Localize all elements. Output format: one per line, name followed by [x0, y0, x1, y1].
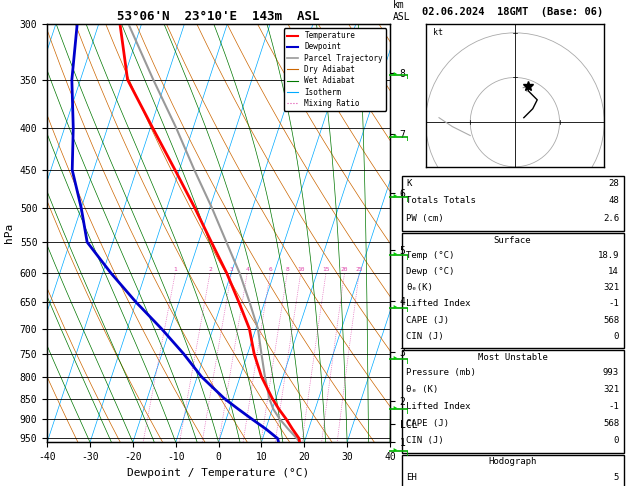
Text: 1: 1	[174, 267, 177, 272]
Text: ‣: ‣	[392, 303, 399, 312]
Text: PW (cm): PW (cm)	[406, 214, 444, 223]
Text: θₑ(K): θₑ(K)	[406, 283, 433, 292]
Text: ‣: ‣	[392, 447, 399, 456]
Text: Dewp (°C): Dewp (°C)	[406, 267, 455, 276]
Text: 25: 25	[355, 267, 363, 272]
Text: 10: 10	[297, 267, 304, 272]
Bar	[402, 350, 623, 452]
Text: ‣: ‣	[392, 354, 399, 364]
Text: Surface: Surface	[494, 236, 532, 245]
Text: Pressure (mb): Pressure (mb)	[406, 368, 476, 377]
Text: 568: 568	[603, 315, 619, 325]
Text: ‣: ‣	[392, 250, 399, 260]
Text: 568: 568	[603, 418, 619, 428]
Text: 5: 5	[614, 472, 619, 482]
X-axis label: Dewpoint / Temperature (°C): Dewpoint / Temperature (°C)	[128, 468, 309, 478]
Title: 53°06'N  23°10'E  143m  ASL: 53°06'N 23°10'E 143m ASL	[118, 10, 320, 23]
Text: 2: 2	[208, 267, 212, 272]
Text: 321: 321	[603, 385, 619, 394]
Text: ‣: ‣	[392, 69, 399, 80]
Text: 02.06.2024  18GMT  (Base: 06): 02.06.2024 18GMT (Base: 06)	[422, 7, 603, 17]
Text: CIN (J): CIN (J)	[406, 435, 444, 445]
Text: 28: 28	[608, 179, 619, 188]
Text: K: K	[406, 179, 411, 188]
Text: 18.9: 18.9	[598, 251, 619, 260]
Text: θₑ (K): θₑ (K)	[406, 385, 438, 394]
Text: 8: 8	[286, 267, 289, 272]
Text: 6: 6	[269, 267, 272, 272]
Y-axis label: hPa: hPa	[4, 223, 14, 243]
Text: Hodograph: Hodograph	[489, 457, 537, 467]
Text: -1: -1	[608, 402, 619, 411]
Text: 15: 15	[322, 267, 330, 272]
Text: 0: 0	[614, 435, 619, 445]
Text: ‣: ‣	[392, 192, 399, 202]
Bar	[402, 176, 623, 231]
Text: Lifted Index: Lifted Index	[406, 299, 470, 309]
Bar	[402, 233, 623, 348]
Text: CIN (J): CIN (J)	[406, 331, 444, 341]
Text: 0: 0	[614, 331, 619, 341]
Text: 2.6: 2.6	[603, 214, 619, 223]
Text: 4: 4	[245, 267, 249, 272]
Text: 20: 20	[341, 267, 348, 272]
Text: 993: 993	[603, 368, 619, 377]
Text: ‣: ‣	[392, 132, 399, 141]
Text: -1: -1	[608, 299, 619, 309]
Text: 321: 321	[603, 283, 619, 292]
Text: Temp (°C): Temp (°C)	[406, 251, 455, 260]
Text: EH: EH	[406, 472, 417, 482]
Text: Lifted Index: Lifted Index	[406, 402, 470, 411]
Text: 48: 48	[608, 196, 619, 205]
Text: ‣: ‣	[392, 404, 399, 414]
Text: Most Unstable: Most Unstable	[477, 352, 548, 362]
Text: 3: 3	[230, 267, 233, 272]
Text: CAPE (J): CAPE (J)	[406, 315, 449, 325]
Text: 14: 14	[608, 267, 619, 276]
Text: CAPE (J): CAPE (J)	[406, 418, 449, 428]
Legend: Temperature, Dewpoint, Parcel Trajectory, Dry Adiabat, Wet Adiabat, Isotherm, Mi: Temperature, Dewpoint, Parcel Trajectory…	[284, 28, 386, 111]
Text: Totals Totals: Totals Totals	[406, 196, 476, 205]
Text: km
ASL: km ASL	[393, 0, 411, 22]
Bar	[402, 455, 623, 486]
